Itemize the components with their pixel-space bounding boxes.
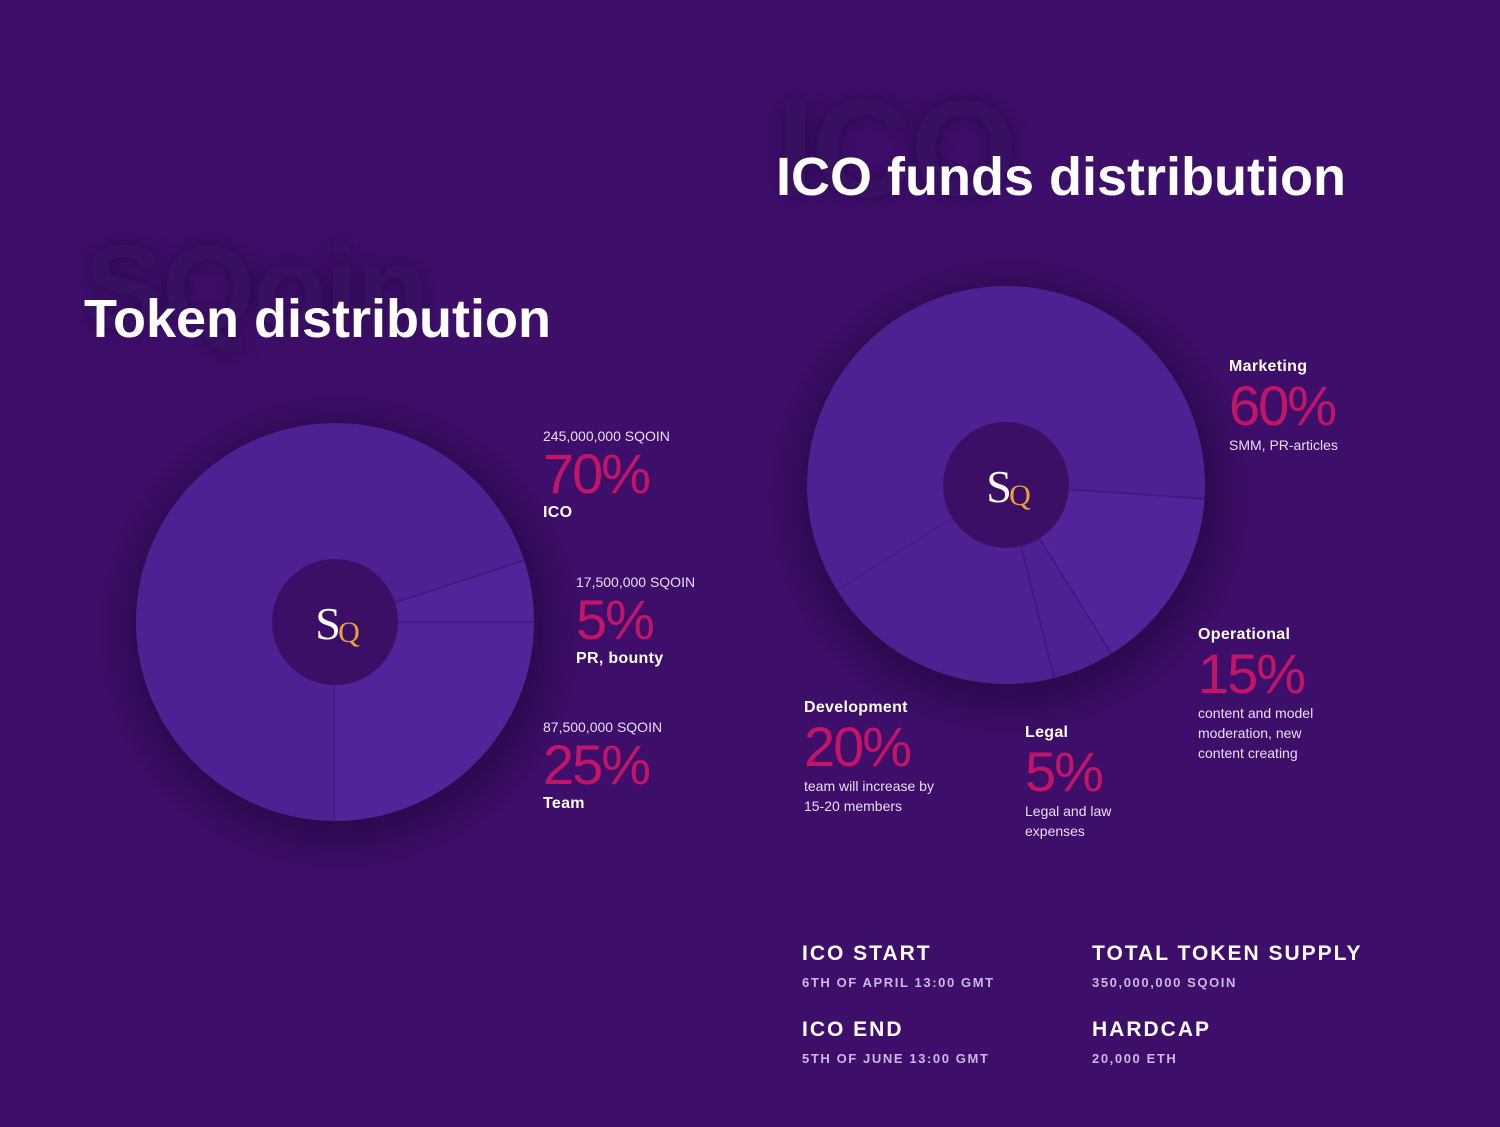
label-development: Development 20% team will increase by 15… [804,698,934,816]
name-ico: ICO [543,504,573,521]
name-development: Development [804,699,908,716]
pie-slice-operational [1006,485,1205,654]
label-team: 87,500,000 SQOIN 25% Team [543,718,662,814]
logo-letter-s: S [315,598,341,649]
label-marketing: Marketing 60% SMM, PR-articles [1229,357,1338,455]
ico-end-heading: ICO END [802,1018,904,1041]
desc-development-line: team will increase by [804,778,934,794]
percent-team: 25% [543,733,651,796]
name-pr-bounty: PR, bounty [576,650,664,667]
desc-operational-line: moderation, new [1198,725,1302,741]
ico-funds-distribution-title: ICO funds distribution [776,147,1346,207]
desc-legal-line: Legal and law [1025,803,1112,819]
hardcap-value: 20,000 ETH [1092,1051,1178,1066]
pie-slice-team [335,622,534,821]
watermark-ico: ICO [776,72,1017,226]
token-distribution-pie: S Q [94,387,584,877]
amount-team: 87,500,000 SQOIN [543,719,663,735]
desc-operational-line: content creating [1198,745,1298,761]
watermark-sqoin: SQoin [84,221,429,355]
logo-hub [943,422,1069,548]
ico-start-heading: ICO START [802,942,932,965]
ico-end-value: 5TH OF JUNE 13:00 GMT [802,1051,990,1066]
total-supply-heading: TOTAL TOKEN SUPPLY [1092,942,1363,965]
name-marketing: Marketing [1229,358,1308,375]
percent-operational: 15% [1198,642,1306,705]
info-total-token-supply: TOTAL TOKEN SUPPLY 350,000,000 SQOIN [1092,941,1363,991]
token-distribution-title: Token distribution [84,289,551,349]
percent-pr-bounty: 5% [576,588,655,651]
desc-operational-line: content and model [1198,705,1314,721]
desc-legal-line: expenses [1025,823,1085,839]
percent-development: 20% [804,715,912,778]
total-supply-value: 350,000,000 SQOIN [1092,975,1237,990]
desc-marketing-line: SMM, PR-articles [1229,437,1338,453]
percent-ico: 70% [543,442,651,505]
logo-letter-q: Q [1009,479,1031,512]
logo-letter-q: Q [338,616,360,649]
name-operational: Operational [1198,626,1291,643]
hardcap-heading: HARDCAP [1092,1018,1211,1041]
ico-start-value: 6TH OF APRIL 13:00 GMT [802,975,995,990]
amount-ico: 245,000,000 SQOIN [543,428,670,444]
ico-funds-pie: S Q [764,251,1254,741]
amount-pr-bounty: 17,500,000 SQOIN [576,574,696,590]
label-legal: Legal 5% Legal and law expenses [1025,723,1111,841]
name-team: Team [543,795,585,812]
logo-letter-s: S [986,461,1012,512]
label-ico: 245,000,000 SQOIN 70% ICO [543,427,670,523]
percent-legal: 5% [1025,740,1104,803]
info-ico-end: ICO END 5TH OF JUNE 13:00 GMT [802,1017,989,1067]
logo-hub [272,559,398,685]
label-operational: Operational 15% content and model modera… [1198,625,1313,763]
name-legal: Legal [1025,724,1069,741]
desc-development-line: 15-20 members [804,798,903,814]
info-ico-start: ICO START 6TH OF APRIL 13:00 GMT [802,941,995,991]
info-hardcap: HARDCAP 20,000 ETH [1092,1017,1211,1067]
label-pr-bounty: 17,500,000 SQOIN 5% PR, bounty [576,573,695,669]
percent-marketing: 60% [1229,374,1337,437]
